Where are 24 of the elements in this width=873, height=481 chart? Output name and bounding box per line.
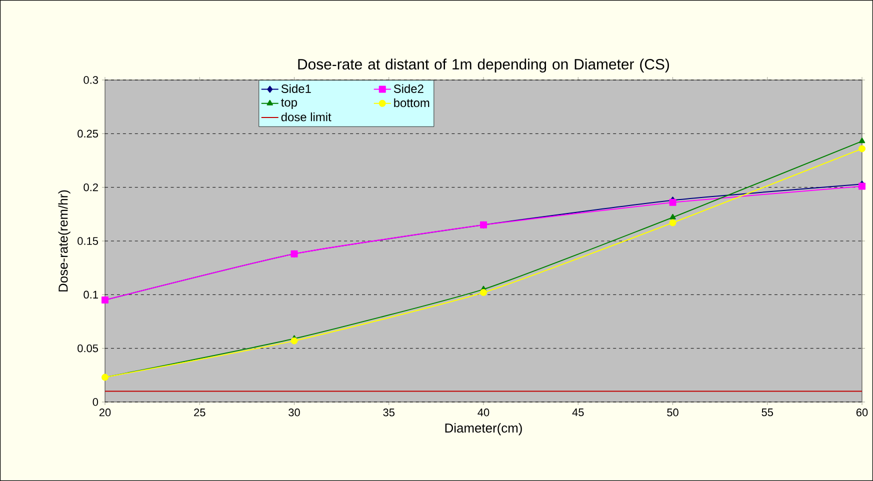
y-tick-label: 0.05 (78, 344, 98, 352)
x-tick-label: 50 (667, 408, 678, 416)
y-tick-label: 0.25 (78, 130, 98, 138)
x-tick-label: 30 (288, 408, 300, 416)
y-axis-title: Dose-rate(rem/hr) (58, 190, 70, 292)
x-tick-label: 60 (856, 408, 868, 416)
legend-label: bottom (394, 98, 430, 108)
x-tick-label: 55 (762, 408, 773, 416)
x-tick-label: 20 (99, 408, 111, 416)
x-axis-title: Diameter(cm) (445, 423, 522, 436)
x-tick-label: 25 (194, 408, 206, 416)
y-tick-label: 0.2 (84, 183, 98, 192)
y-tick-label: 0 (92, 398, 98, 406)
legend-label: dose limit (281, 112, 332, 122)
chart-title: Dose-rate at distant of 1m depending on Diameter (CS) (298, 58, 669, 72)
y-tick-label: 0.3 (84, 76, 98, 84)
legend-label: Side2 (394, 84, 424, 93)
x-tick-label: 45 (572, 408, 584, 416)
legend-label: top (281, 98, 297, 110)
legend-label: Side1 (281, 84, 311, 93)
x-tick-label: 40 (478, 408, 490, 416)
y-tick-label: 0.1 (84, 290, 98, 299)
y-tick-label: 0.15 (78, 237, 98, 245)
x-tick-label: 35 (383, 408, 394, 416)
